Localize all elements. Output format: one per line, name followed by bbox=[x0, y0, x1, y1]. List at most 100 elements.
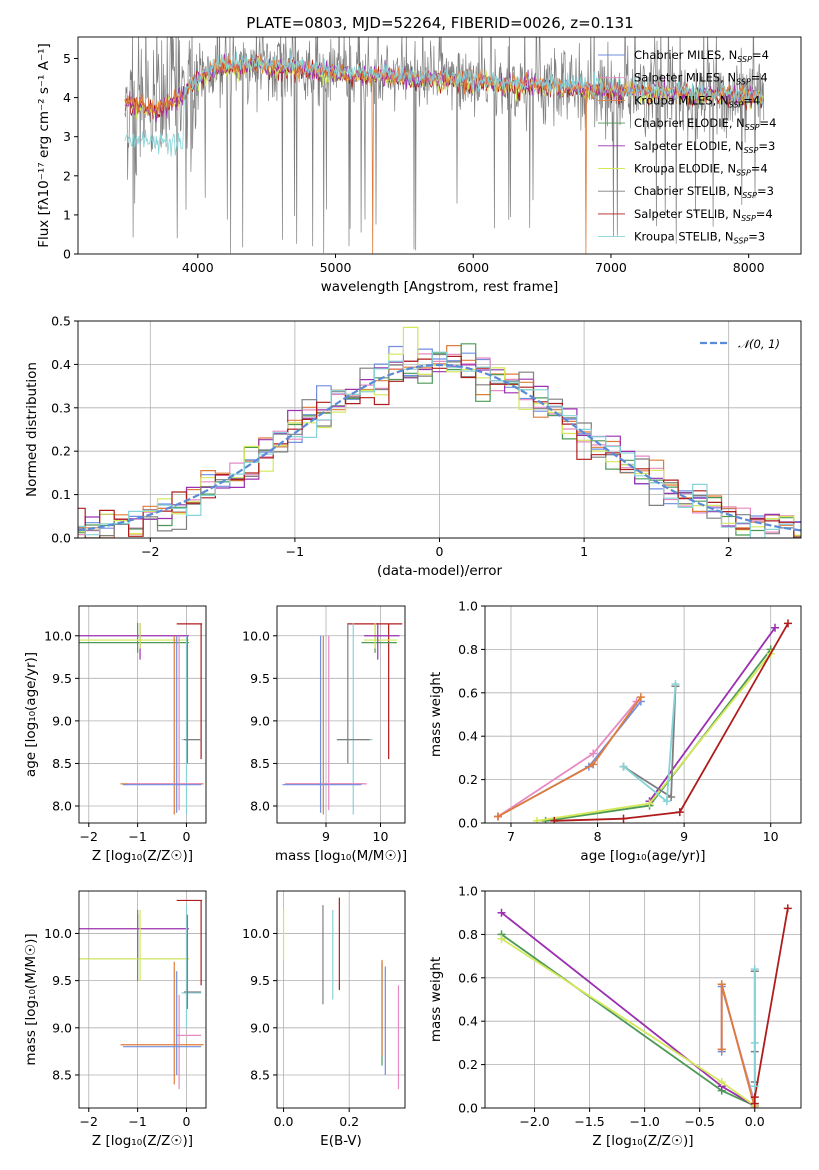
weight-point bbox=[771, 623, 780, 632]
weight-point bbox=[541, 816, 550, 823]
weight-point bbox=[662, 797, 671, 806]
legend-count: =4 bbox=[751, 71, 768, 85]
x-tick-label: 0 bbox=[182, 1114, 190, 1129]
weight-point bbox=[497, 934, 506, 943]
x-tick-label: 10 bbox=[763, 829, 779, 844]
spectrum-panel: 4000 5000 6000 7000 8000 0 1 2 3 4 5 wavelength [An… bbox=[36, 36, 802, 295]
x-tick-label: −2 bbox=[80, 829, 98, 844]
y-tick-label: 5 bbox=[63, 51, 71, 66]
legend-label: Salpeter STELIB, N bbox=[634, 207, 741, 221]
weight-point bbox=[750, 1038, 759, 1047]
weight_vs_age-frame bbox=[484, 605, 802, 824]
y-tick-label: 8.5 bbox=[250, 756, 270, 771]
y-axis-label: Normed distribution bbox=[24, 362, 40, 497]
x-tick-label: −2 bbox=[80, 1114, 98, 1129]
weight-point bbox=[619, 762, 628, 771]
weight-line bbox=[500, 911, 756, 1107]
weight-point bbox=[645, 799, 654, 808]
weight-line bbox=[554, 622, 789, 822]
y-axis-label: Flux [fλ10⁻¹⁷ erg cm⁻² s⁻¹ A⁻¹] bbox=[36, 43, 52, 248]
x-tick-label: −1 bbox=[286, 544, 304, 559]
x-axis-label: E(B-V) bbox=[320, 1133, 362, 1149]
x-tick-label: 9 bbox=[680, 829, 688, 844]
x-axis-label: mass [log₁₀(M/M☉)] bbox=[275, 848, 407, 864]
y-tick-label: 0.0 bbox=[51, 531, 71, 546]
legend-label: Kroupa MILES, N bbox=[634, 93, 729, 107]
weight-line bbox=[648, 627, 776, 802]
weight-line bbox=[501, 937, 756, 1107]
y-tick-label: 8.0 bbox=[250, 798, 270, 813]
y-tick-label: 10.0 bbox=[44, 628, 72, 643]
x-tick-label: −2 bbox=[141, 544, 159, 559]
normal-curve bbox=[78, 363, 801, 532]
y-tick-label: 0.4 bbox=[458, 1014, 478, 1029]
weight-point bbox=[636, 693, 645, 702]
weight_vs_Z-panel: −2.0 −1.5 −1.0 −0.5 0.0 0.0 0.2 0.4 0.6 0.8 1.0 Z [… bbox=[428, 884, 802, 1149]
weight-point bbox=[589, 760, 598, 769]
x-tick-label: 0 bbox=[436, 544, 444, 559]
weight-point bbox=[750, 1082, 759, 1091]
legend-subscript: SSP bbox=[734, 237, 749, 246]
age_vs_Z-panel: −2 −1 0 8.0 8.5 9.0 9.5 10.0 Z [log₁₀(Z/Z☉)] age … bbox=[23, 605, 207, 864]
weight-point bbox=[750, 965, 759, 974]
legend-subscript: SSP bbox=[737, 55, 752, 64]
weight_vs_age-panel: 7 8 9 10 0.0 0.2 0.4 0.6 0.8 1.0 age [log₁₀(age/yr… bbox=[428, 599, 802, 864]
y-tick-label: 9.5 bbox=[52, 973, 72, 988]
y-tick-label: 0.1 bbox=[51, 487, 71, 502]
weight-point bbox=[675, 808, 684, 817]
residuals-panel: −2 −1 0 1 2 0.0 0.1 0.2 0.3 0.4 0.5 (data-model)/er… bbox=[24, 314, 802, 579]
legend-entry: Chabrier STELIB, NSSP=3 bbox=[634, 184, 774, 200]
y-tick-label: 3 bbox=[63, 129, 71, 144]
y-tick-label: 0.0 bbox=[458, 816, 478, 831]
legend-subscript: SSP bbox=[736, 78, 751, 87]
weight_vs_age-plot-area bbox=[493, 619, 793, 823]
legend-entry: Kroupa MILES, NSSP=4 bbox=[634, 93, 760, 109]
x-tick-label: 0.2 bbox=[339, 1114, 359, 1129]
x-tick-label: 1 bbox=[580, 544, 588, 559]
age_vs_Z-frame bbox=[78, 605, 207, 824]
weight-point bbox=[667, 792, 676, 801]
weight-point bbox=[784, 619, 793, 628]
weight-point bbox=[497, 908, 506, 917]
y-tick-label: 0.2 bbox=[458, 772, 478, 787]
y-tick-label: 1 bbox=[63, 207, 71, 222]
y-axis-label: mass weight bbox=[428, 672, 444, 757]
legend-count: =4 bbox=[760, 116, 777, 130]
weight-line bbox=[497, 700, 638, 818]
weight-point bbox=[783, 904, 792, 913]
y-tick-label: 0.4 bbox=[51, 357, 71, 372]
y-tick-label: 9.5 bbox=[52, 671, 72, 686]
y-tick-label: 9.5 bbox=[250, 973, 270, 988]
x-tick-label: 7 bbox=[507, 829, 515, 844]
x-tick-label: −0.5 bbox=[685, 1114, 715, 1129]
y-tick-label: 0.8 bbox=[458, 927, 478, 942]
x-tick-label: −1.0 bbox=[629, 1114, 659, 1129]
x-tick-label: 5000 bbox=[320, 260, 352, 275]
legend-label: Salpeter MILES, N bbox=[634, 71, 736, 85]
y-tick-label: 9.0 bbox=[250, 1020, 270, 1035]
x-tick-label: 4000 bbox=[182, 260, 214, 275]
y-axis-label: age [log₁₀(age/yr)] bbox=[23, 652, 39, 777]
x-axis-label: Z [log₁₀(Z/Z☉)] bbox=[592, 1133, 693, 1149]
x-axis-label: (data-model)/error bbox=[377, 563, 503, 579]
y-tick-label: 0.6 bbox=[458, 685, 478, 700]
x-tick-label: −1 bbox=[128, 829, 146, 844]
legend-entry: 𝒩(0, 1) bbox=[738, 337, 780, 351]
legend-count: =3 bbox=[748, 230, 765, 244]
legend-entry: Salpeter MILES, NSSP=4 bbox=[634, 71, 768, 87]
x-tick-label: 7000 bbox=[595, 260, 627, 275]
x-axis-label: Z [log₁₀(Z/Z☉)] bbox=[92, 1133, 193, 1149]
y-axis-label: mass [log₁₀(M/M☉)] bbox=[23, 933, 39, 1065]
spectrum-frame bbox=[77, 36, 802, 255]
legend-subscript: SSP bbox=[729, 100, 744, 109]
legend-label: Salpeter ELODIE, N bbox=[634, 139, 744, 153]
legend-subscript: SSP bbox=[741, 214, 756, 223]
mass_vs_ebv-plot-area bbox=[282, 897, 400, 1090]
y-tick-label: 0.8 bbox=[458, 642, 478, 657]
x-axis-label: age [log₁₀(age/yr)] bbox=[580, 848, 705, 864]
legend-entry: Kroupa STELIB, NSSP=3 bbox=[634, 230, 765, 246]
x-tick-label: −1 bbox=[128, 1114, 146, 1129]
model-fit-line bbox=[124, 50, 764, 157]
y-tick-label: 0.3 bbox=[51, 400, 71, 415]
